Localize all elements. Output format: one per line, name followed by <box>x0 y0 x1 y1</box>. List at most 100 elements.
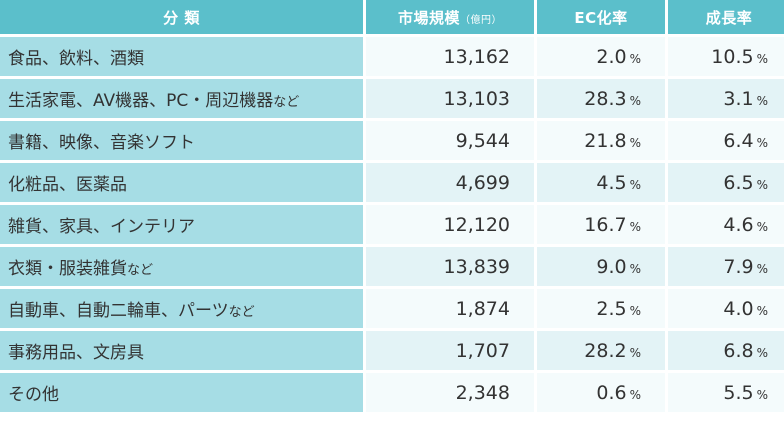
market-size-cell: 13,162 <box>366 37 534 76</box>
table-row: その他 2,348 0.6% 5.5% <box>0 373 784 412</box>
header-market-size-label: 市場規模 <box>397 8 460 27</box>
category-label: 書籍、映像、音楽ソフト <box>8 133 195 153</box>
category-label: 生活家電、AV機器、PC・周辺機器 <box>8 91 274 111</box>
market-size-cell: 2,348 <box>366 373 534 412</box>
header-row: 分 類 市場規模（億円） EC化率 成長率 <box>0 0 784 34</box>
table-row: 書籍、映像、音楽ソフト 9,544 21.8% 6.4% <box>0 121 784 160</box>
ec-rate-value: 28.2 <box>584 339 627 362</box>
growth-rate-value: 4.6 <box>723 213 754 236</box>
category-cell: 事務用品、文房具 <box>0 331 363 370</box>
growth-rate-cell: 10.5% <box>668 37 784 76</box>
ec-rate-value: 4.5 <box>596 171 627 194</box>
percent-sign: % <box>756 345 768 360</box>
percent-sign: % <box>629 93 641 108</box>
ec-rate-cell: 2.5% <box>537 289 665 328</box>
percent-sign: % <box>756 135 768 150</box>
growth-rate-value: 5.5 <box>723 381 754 404</box>
table-row: 事務用品、文房具 1,707 28.2% 6.8% <box>0 331 784 370</box>
growth-rate-cell: 5.5% <box>668 373 784 412</box>
growth-rate-value: 3.1 <box>723 87 754 110</box>
growth-rate-cell: 7.9% <box>668 247 784 286</box>
ec-rate-cell: 21.8% <box>537 121 665 160</box>
growth-rate-cell: 6.5% <box>668 163 784 202</box>
percent-sign: % <box>756 93 768 108</box>
growth-rate-cell: 4.0% <box>668 289 784 328</box>
category-cell: その他 <box>0 373 363 412</box>
table-row: 化粧品、医薬品 4,699 4.5% 6.5% <box>0 163 784 202</box>
market-size-cell: 13,103 <box>366 79 534 118</box>
percent-sign: % <box>756 261 768 276</box>
header-market-size-unit: （億円） <box>460 14 502 26</box>
category-suffix: など <box>127 263 154 278</box>
growth-rate-cell: 6.4% <box>668 121 784 160</box>
category-cell: 生活家電、AV機器、PC・周辺機器など <box>0 79 363 118</box>
market-size-cell: 13,839 <box>366 247 534 286</box>
ec-rate-value: 2.5 <box>596 297 627 320</box>
growth-rate-value: 6.4 <box>723 129 754 152</box>
category-suffix: など <box>273 95 300 110</box>
percent-sign: % <box>756 177 768 192</box>
category-label: 衣類・服装雑貨 <box>8 259 127 279</box>
percent-sign: % <box>629 135 641 150</box>
category-cell: 自動車、自動二輪車、パーツなど <box>0 289 363 328</box>
ec-rate-value: 0.6 <box>596 381 627 404</box>
category-label: 雑貨、家具、インテリア <box>8 217 195 237</box>
ec-rate-value: 16.7 <box>584 213 627 236</box>
percent-sign: % <box>629 387 641 402</box>
header-growth-rate: 成長率 <box>668 0 784 34</box>
table-row: 雑貨、家具、インテリア 12,120 16.7% 4.6% <box>0 205 784 244</box>
category-cell: 化粧品、医薬品 <box>0 163 363 202</box>
header-category: 分 類 <box>0 0 363 34</box>
growth-rate-value: 6.5 <box>723 171 754 194</box>
growth-rate-cell: 6.8% <box>668 331 784 370</box>
growth-rate-cell: 3.1% <box>668 79 784 118</box>
ec-rate-cell: 16.7% <box>537 205 665 244</box>
table-row: 生活家電、AV機器、PC・周辺機器など 13,103 28.3% 3.1% <box>0 79 784 118</box>
category-cell: 雑貨、家具、インテリア <box>0 205 363 244</box>
table-row: 自動車、自動二輪車、パーツなど 1,874 2.5% 4.0% <box>0 289 784 328</box>
growth-rate-cell: 4.6% <box>668 205 784 244</box>
growth-rate-value: 4.0 <box>723 297 754 320</box>
percent-sign: % <box>756 51 768 66</box>
table-row: 食品、飲料、酒類 13,162 2.0% 10.5% <box>0 37 784 76</box>
percent-sign: % <box>629 303 641 318</box>
percent-sign: % <box>629 219 641 234</box>
market-size-cell: 4,699 <box>366 163 534 202</box>
ec-rate-cell: 28.3% <box>537 79 665 118</box>
percent-sign: % <box>756 387 768 402</box>
ec-rate-cell: 0.6% <box>537 373 665 412</box>
market-size-cell: 1,707 <box>366 331 534 370</box>
ec-rate-value: 2.0 <box>596 45 627 68</box>
percent-sign: % <box>629 345 641 360</box>
percent-sign: % <box>629 261 641 276</box>
table-row: 衣類・服装雑貨など 13,839 9.0% 7.9% <box>0 247 784 286</box>
ec-rate-cell: 9.0% <box>537 247 665 286</box>
ec-rate-value: 28.3 <box>584 87 627 110</box>
market-size-cell: 1,874 <box>366 289 534 328</box>
percent-sign: % <box>756 219 768 234</box>
growth-rate-value: 10.5 <box>711 45 754 68</box>
category-label: その他 <box>8 385 59 405</box>
market-size-cell: 12,120 <box>366 205 534 244</box>
category-label: 事務用品、文房具 <box>8 343 144 363</box>
ec-rate-cell: 2.0% <box>537 37 665 76</box>
category-label: 自動車、自動二輪車、パーツ <box>8 301 229 321</box>
category-cell: 書籍、映像、音楽ソフト <box>0 121 363 160</box>
market-size-cell: 9,544 <box>366 121 534 160</box>
header-ec-rate: EC化率 <box>537 0 665 34</box>
category-label: 食品、飲料、酒類 <box>8 49 144 69</box>
table-body: 食品、飲料、酒類 13,162 2.0% 10.5% 生活家電、AV機器、PC・… <box>0 37 784 412</box>
percent-sign: % <box>629 177 641 192</box>
category-cell: 食品、飲料、酒類 <box>0 37 363 76</box>
category-label: 化粧品、医薬品 <box>8 175 127 195</box>
ec-rate-value: 9.0 <box>596 255 627 278</box>
percent-sign: % <box>629 51 641 66</box>
category-suffix: など <box>228 305 255 320</box>
growth-rate-value: 6.8 <box>723 339 754 362</box>
ec-rate-value: 21.8 <box>584 129 627 152</box>
header-market-size: 市場規模（億円） <box>366 0 534 34</box>
percent-sign: % <box>756 303 768 318</box>
category-cell: 衣類・服装雑貨など <box>0 247 363 286</box>
ec-rate-cell: 28.2% <box>537 331 665 370</box>
